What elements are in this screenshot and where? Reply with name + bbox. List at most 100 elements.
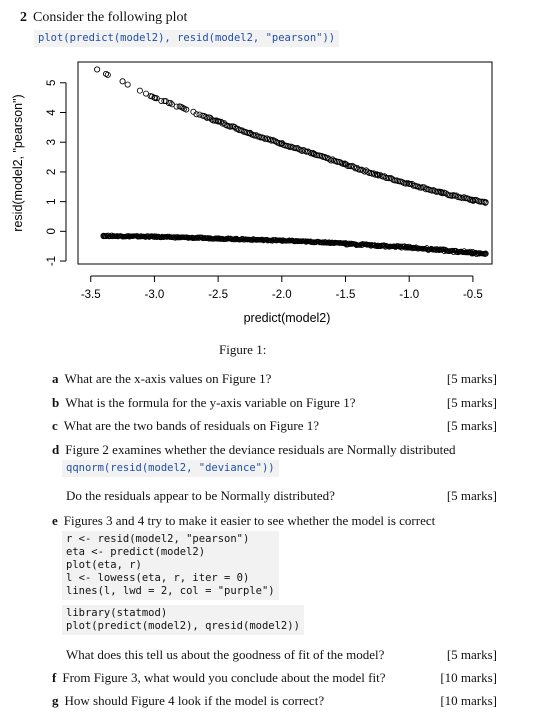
data-point (421, 184, 428, 191)
question-header: 2 Consider the following plot (20, 10, 187, 26)
code-line: plot(eta, r) (66, 559, 142, 571)
figure-caption: Figure 1: (219, 342, 267, 357)
data-point (195, 234, 201, 240)
data-point (202, 113, 209, 120)
data-point (124, 81, 131, 88)
plot-frame (77, 61, 493, 265)
question-number: 2 (20, 10, 27, 25)
data-point (136, 87, 143, 94)
x-tick-label: -0.5 (463, 289, 483, 301)
data-point (143, 90, 150, 97)
part-label: g (52, 693, 59, 708)
part-marks: [5 marks] (446, 395, 497, 410)
data-point (272, 138, 279, 145)
code-line: lines(l, lwd = 2, col = "purple") (66, 585, 275, 597)
part-label: c (52, 418, 58, 433)
part-f: f From Figure 3, what would you conclude … (52, 670, 497, 686)
data-point (409, 180, 416, 187)
part-a: a What are the x-axis values on Figure 1?… (52, 371, 497, 387)
data-point (94, 66, 101, 73)
part-text: How should Figure 4 look if the model is… (64, 693, 325, 708)
data-point (153, 95, 160, 102)
data-point (350, 163, 357, 170)
data-point (360, 167, 367, 174)
part-e-question: What does this tell us about the goodnes… (66, 647, 497, 663)
part-marks: [5 marks] (446, 418, 497, 433)
x-tick-label: -1.0 (399, 289, 419, 301)
y-tick-label: -1 (46, 256, 58, 266)
data-point (181, 105, 188, 112)
data-point (358, 166, 365, 173)
data-point (253, 132, 260, 139)
data-point (468, 196, 475, 203)
part-d-question: Do the residuals appear to be Normally d… (66, 488, 497, 504)
data-point (167, 100, 174, 107)
part-marks: [5 marks] (446, 647, 497, 662)
data-point (178, 103, 185, 110)
data-point (173, 103, 180, 110)
y-axis-title: resid(model2, "pearson") (11, 94, 25, 231)
data-point (269, 137, 276, 144)
part-label: d (52, 442, 60, 457)
part-marks: [10 marks] (440, 693, 497, 708)
x-tick-label: -1.5 (336, 289, 356, 301)
part-text: From Figure 3, what would you conclude a… (62, 670, 386, 685)
data-point (208, 116, 215, 123)
code-e2: library(statmod) plot(predict(model2), qr… (62, 605, 304, 635)
data-point (482, 199, 489, 206)
data-point (217, 118, 224, 125)
part-text: What are the x-axis values on Figure 1? (64, 371, 272, 386)
data-point (179, 104, 186, 111)
data-point (463, 250, 469, 256)
data-point (399, 179, 406, 186)
part-label: b (52, 395, 60, 410)
part-label: f (52, 670, 57, 685)
x-axis-title: predict(model2) (244, 311, 331, 325)
data-point (404, 179, 411, 186)
data-point (158, 97, 165, 104)
part-text: Figures 3 and 4 try to make it easier to… (63, 513, 436, 528)
y-tick-label: 4 (46, 109, 58, 116)
data-point (483, 251, 489, 257)
data-point (431, 188, 438, 195)
part-d: d Figure 2 examines whether the deviance … (52, 442, 497, 458)
question-intro: Consider the following plot (33, 10, 188, 25)
part-g: g How should Figure 4 look if the model i… (52, 693, 497, 709)
code-d: qqnorm(resid(model2, "deviance")) (62, 460, 279, 477)
x-tick-label: -2.0 (272, 289, 292, 301)
data-point (329, 156, 336, 163)
part-text: Figure 2 examines whether the deviance r… (65, 442, 456, 457)
data-point (104, 71, 111, 78)
data-point (327, 157, 334, 164)
code-line: r <- resid(model2, "pearson") (66, 533, 250, 545)
part-text: What is the formula for the y-axis varia… (65, 395, 356, 410)
part-marks: [5 marks] (446, 371, 497, 386)
data-point (306, 149, 313, 156)
data-point (415, 183, 422, 190)
part-marks: [5 marks] (446, 488, 497, 503)
part-label: e (52, 513, 58, 528)
code-line: l <- lowess(eta, r, iter = 0) (66, 572, 250, 584)
data-point (298, 147, 305, 154)
data-point (190, 235, 196, 241)
part-text: What does this tell us about the goodnes… (66, 647, 385, 662)
scatter-plot: -3.5 -3.0 -2.5 -2.0 -1.5 -1.0 -0.5 -1 0 1 2 3 4 5 pred… (11, 61, 493, 325)
part-c: c What are the two bands of residuals on … (52, 418, 497, 434)
code-e1: r <- resid(model2, "pearson") eta <- pred… (62, 531, 279, 600)
x-tick-label: -3.0 (145, 289, 165, 301)
data-point (322, 239, 328, 245)
part-text: What are the two bands of residuals on F… (63, 418, 320, 433)
data-point (246, 129, 253, 136)
part-text: Do the residuals appear to be Normally d… (66, 488, 335, 503)
code-line: plot(predict(model2), qresid(model2)) (66, 620, 300, 632)
y-tick-label: 1 (46, 198, 58, 204)
y-tick-label: 0 (46, 228, 58, 234)
y-tick-label: 5 (46, 80, 58, 86)
y-tick-label: 2 (46, 169, 58, 175)
part-b: b What is the formula for the y-axis vari… (52, 395, 497, 411)
part-e: e Figures 3 and 4 try to make it easier t… (52, 513, 497, 529)
part-marks: [10 marks] (440, 670, 497, 685)
code-text: plot(predict(model2), resid(model2, "pea… (38, 32, 336, 44)
data-point (265, 136, 272, 143)
code-text: qqnorm(resid(model2, "deviance")) (66, 462, 275, 474)
